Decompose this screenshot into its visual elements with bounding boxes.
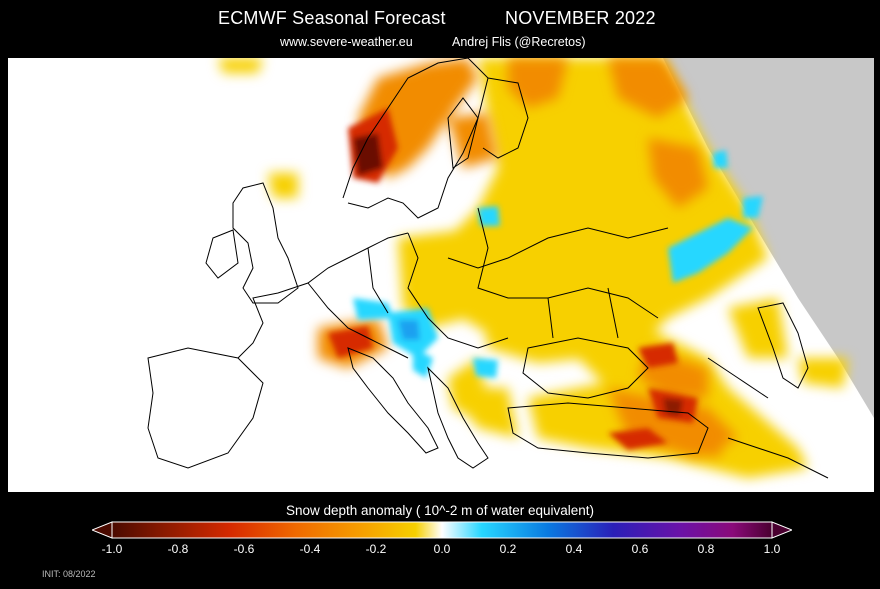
negative-anomaly-moderate [318, 58, 738, 458]
colorbar-tick-label: -0.2 [365, 542, 387, 556]
map-canvas [147, 58, 874, 479]
colorbar-left-arrow [92, 521, 113, 539]
colorbar [92, 521, 792, 539]
colorbar-tick-label: 0.0 [433, 542, 451, 556]
website-credit: www.severe-weather.eu [280, 35, 413, 49]
colorbar-right-arrow [771, 521, 792, 539]
colorbar-tick-label: 1.0 [763, 542, 781, 556]
negative-anomaly-light [218, 58, 848, 478]
colorbar-tick-label: 0.4 [565, 542, 583, 556]
colorbar-gradient [111, 521, 773, 539]
init-date: INIT: 08/2022 [42, 569, 96, 579]
negative-anomaly-strong [328, 108, 698, 450]
colorbar-tick-label: -0.6 [233, 542, 255, 556]
header: ECMWF Seasonal Forecast NOVEMBER 2022 [0, 8, 880, 34]
no-data-region [663, 58, 874, 418]
colorbar-tick-label: 0.2 [499, 542, 517, 556]
forecast-month: NOVEMBER 2022 [505, 8, 656, 28]
europe-map [8, 58, 874, 492]
colorbar-tick-label: 0.6 [631, 542, 649, 556]
colorbar-tick-label: 0.8 [697, 542, 715, 556]
chart-title: ECMWF Seasonal Forecast [218, 8, 446, 28]
colorbar-tick-label: -0.8 [167, 542, 189, 556]
colorbar-label: Snow depth anomaly ( 10^-2 m of water eq… [286, 503, 594, 518]
colorbar-ticks: -1.0 -0.8 -0.6 -0.4 -0.2 0.0 0.2 0.4 0.6 0.8 1.0 [0, 542, 880, 558]
positive-anomaly-areas [353, 150, 763, 378]
subtitle-row: www.severe-weather.eu Andrej Flis (@Recr… [0, 35, 880, 53]
colorbar-tick-label: -0.4 [299, 542, 321, 556]
author-credit: Andrej Flis (@Recretos) [452, 35, 586, 49]
coastlines [147, 58, 829, 479]
colorbar-tick-label: -1.0 [101, 542, 123, 556]
